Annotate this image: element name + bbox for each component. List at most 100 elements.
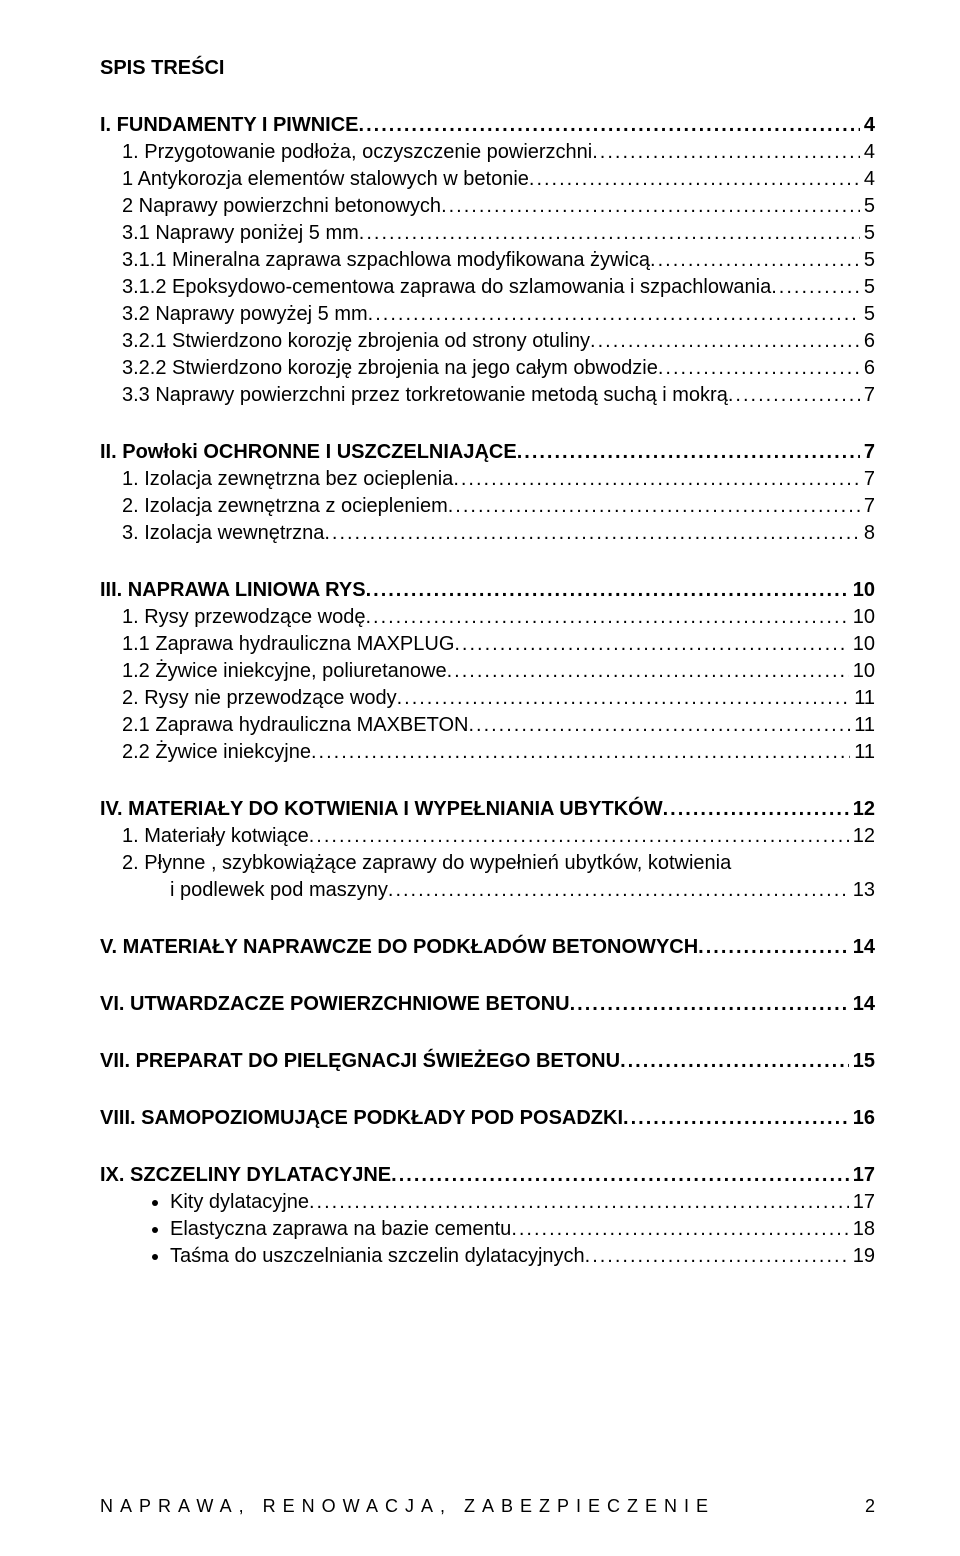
list-item: Kity dylatacyjne 17: [170, 1189, 875, 1216]
entry-label: 3. Izolacja wewnętrzna: [122, 520, 324, 547]
entry-page: 5: [860, 193, 875, 220]
entry-page: 5: [860, 220, 875, 247]
leader-dots: [517, 439, 860, 466]
leader-dots: [771, 274, 860, 301]
toc-entry: 1.2 Żywice iniekcyjne, poliuretanowe10: [100, 658, 875, 685]
toc-entry: 3. Izolacja wewnętrzna 8: [100, 520, 875, 547]
leader-dots: [453, 466, 860, 493]
leader-dots: [447, 658, 849, 685]
leader-dots: [585, 1243, 849, 1270]
leader-dots: [468, 712, 850, 739]
toc-entry: 2 Naprawy powierzchni betonowych 5: [100, 193, 875, 220]
entry-label: 1.1 Zaprawa hydrauliczna MAXPLUG: [122, 631, 454, 658]
section-8-page: 16: [849, 1105, 875, 1132]
entry-page: 4: [860, 166, 875, 193]
section-2-label: II. Powłoki OCHRONNE I USZCZELNIAJĄCE: [100, 439, 517, 466]
section-1-page: 4: [860, 112, 875, 139]
entry-page: 6: [860, 328, 875, 355]
entry-label: 2. Izolacja zewnętrzna z ociepleniem: [122, 493, 448, 520]
leader-dots: [570, 991, 849, 1018]
toc-entry: 3.2.1 Stwierdzono korozję zbrojenia od s…: [100, 328, 875, 355]
entry-page: 19: [849, 1243, 875, 1270]
entry-label: 1.2 Żywice iniekcyjne, poliuretanowe: [122, 658, 447, 685]
entry-label: Taśma do uszczelniania szczelin dylatacy…: [170, 1243, 585, 1270]
section-8-head: VIII. SAMOPOZIOMUJĄCE PODKŁADY POD POSAD…: [100, 1105, 875, 1132]
section-6-head: VI. UTWARDZACZE POWIERZCHNIOWE BETONU 14: [100, 991, 875, 1018]
section-9-bullets: Kity dylatacyjne 17 Elastyczna zaprawa n…: [100, 1189, 875, 1270]
section-6-page: 14: [849, 991, 875, 1018]
footer-page-number: 2: [865, 1494, 875, 1518]
section-4-label: IV. MATERIAŁY DO KOTWIENIA I WYPEŁNIANIA…: [100, 796, 663, 823]
section-4-head: IV. MATERIAŁY DO KOTWIENIA I WYPEŁNIANIA…: [100, 796, 875, 823]
toc-entry: 1. Przygotowanie podłoża, oczyszczenie p…: [100, 139, 875, 166]
entry-label: 3.1 Naprawy poniżej 5 mm: [122, 220, 359, 247]
entry-page: 7: [860, 493, 875, 520]
entry-page: 6: [860, 355, 875, 382]
section-8-label: VIII. SAMOPOZIOMUJĄCE PODKŁADY POD POSAD…: [100, 1105, 623, 1132]
leader-dots: [368, 301, 860, 328]
entry-label: 1. Materiały kotwiące: [122, 823, 309, 850]
section-1-head: I. FUNDAMENTY I PIWNICE 4: [100, 112, 875, 139]
entry-page: 4: [860, 139, 875, 166]
leader-dots: [650, 247, 860, 274]
entry-page: 5: [860, 247, 875, 274]
leader-dots: [365, 604, 848, 631]
leader-dots: [448, 493, 860, 520]
entry-page: 7: [860, 466, 875, 493]
entry-page: 10: [849, 631, 875, 658]
entry-label: 3.2.2 Stwierdzono korozję zbrojenia na j…: [122, 355, 658, 382]
entry-label: Elastyczna zaprawa na bazie cementu: [170, 1216, 511, 1243]
toc-entry: 2.2 Żywice iniekcyjne 11: [100, 739, 875, 766]
section-5-head: V. MATERIAŁY NAPRAWCZE DO PODKŁADÓW BETO…: [100, 934, 875, 961]
document-page: SPIS TREŚCI I. FUNDAMENTY I PIWNICE 4 1.…: [0, 0, 960, 1556]
entry-label: 2. Rysy nie przewodzące wody: [122, 685, 397, 712]
leader-dots: [324, 520, 860, 547]
leader-dots: [623, 1105, 849, 1132]
leader-dots: [309, 823, 849, 850]
leader-dots: [454, 631, 848, 658]
section-7-label: VII. PREPARAT DO PIELĘGNACJI ŚWIEŻEGO BE…: [100, 1048, 620, 1075]
section-3-page: 10: [849, 577, 875, 604]
leader-dots: [397, 685, 851, 712]
entry-label: i podlewek pod maszyny: [170, 877, 388, 904]
leader-dots: [309, 1189, 849, 1216]
toc-entry: 3.1 Naprawy poniżej 5 mm 5: [100, 220, 875, 247]
entry-page: 17: [849, 1189, 875, 1216]
section-9-head: IX. SZCZELINY DYLATACYJNE 17: [100, 1162, 875, 1189]
leader-dots: [620, 1048, 849, 1075]
leader-dots: [359, 112, 860, 139]
page-footer: NAPRAWA, RENOWACJA, ZABEZPIECZENIE 2: [100, 1494, 875, 1518]
entry-page: 11: [850, 685, 875, 712]
entry-page: 18: [849, 1216, 875, 1243]
section-7-head: VII. PREPARAT DO PIELĘGNACJI ŚWIEŻEGO BE…: [100, 1048, 875, 1075]
leader-dots: [590, 328, 860, 355]
toc-entry: 3.3 Naprawy powierzchni przez torkretowa…: [100, 382, 875, 409]
list-item: Taśma do uszczelniania szczelin dylatacy…: [170, 1243, 875, 1270]
section-9-label: IX. SZCZELINY DYLATACYJNE: [100, 1162, 391, 1189]
toc-entry: 1. Materiały kotwiące12: [100, 823, 875, 850]
toc-entry: 1. Rysy przewodzące wodę10: [100, 604, 875, 631]
leader-dots: [366, 577, 849, 604]
entry-label: 2 Naprawy powierzchni betonowych: [122, 193, 441, 220]
entry-label: 3.2.1 Stwierdzono korozję zbrojenia od s…: [122, 328, 590, 355]
entry-page: 11: [850, 739, 875, 766]
entry-page: 11: [850, 712, 875, 739]
toc-entry-wrapped-line2: i podlewek pod maszyny 13: [100, 877, 875, 904]
entry-label: 1 Antykorozja elementów stalowych w beto…: [122, 166, 529, 193]
leader-dots: [658, 355, 860, 382]
entry-label: 1. Przygotowanie podłoża, oczyszczenie p…: [122, 139, 592, 166]
entry-page: 5: [860, 274, 875, 301]
entry-page: 13: [849, 877, 875, 904]
toc-entry: 1.1 Zaprawa hydrauliczna MAXPLUG 10: [100, 631, 875, 658]
toc-entry: 3.2 Naprawy powyżej 5 mm5: [100, 301, 875, 328]
entry-page: 8: [860, 520, 875, 547]
entry-label: 2.1 Zaprawa hydrauliczna MAXBETON: [122, 712, 468, 739]
toc-entry: 3.2.2 Stwierdzono korozję zbrojenia na j…: [100, 355, 875, 382]
section-4-page: 12: [849, 796, 875, 823]
section-6-label: VI. UTWARDZACZE POWIERZCHNIOWE BETONU: [100, 991, 570, 1018]
entry-page: 5: [860, 301, 875, 328]
toc-entry: 2.1 Zaprawa hydrauliczna MAXBETON 11: [100, 712, 875, 739]
toc-entry: 2. Rysy nie przewodzące wody 11: [100, 685, 875, 712]
section-1-label: I. FUNDAMENTY I PIWNICE: [100, 112, 359, 139]
section-5-page: 14: [849, 934, 875, 961]
